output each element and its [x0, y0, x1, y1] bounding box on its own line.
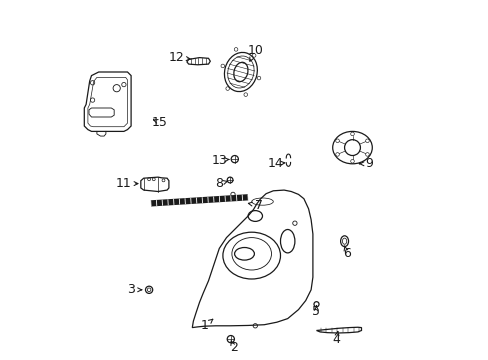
Text: 15: 15 — [152, 116, 167, 129]
Text: 12: 12 — [168, 51, 183, 64]
Text: 11: 11 — [116, 177, 131, 190]
Text: 6: 6 — [343, 247, 350, 260]
Text: 1: 1 — [201, 319, 208, 332]
Text: 14: 14 — [266, 157, 283, 170]
Text: 5: 5 — [312, 305, 320, 318]
Text: 8: 8 — [215, 177, 223, 190]
Text: 9: 9 — [364, 157, 372, 170]
Text: 3: 3 — [127, 283, 135, 296]
Text: 7: 7 — [254, 199, 263, 212]
Text: 13: 13 — [211, 154, 227, 167]
Text: 10: 10 — [247, 44, 263, 57]
Text: 2: 2 — [229, 341, 237, 354]
Text: 4: 4 — [332, 333, 340, 346]
